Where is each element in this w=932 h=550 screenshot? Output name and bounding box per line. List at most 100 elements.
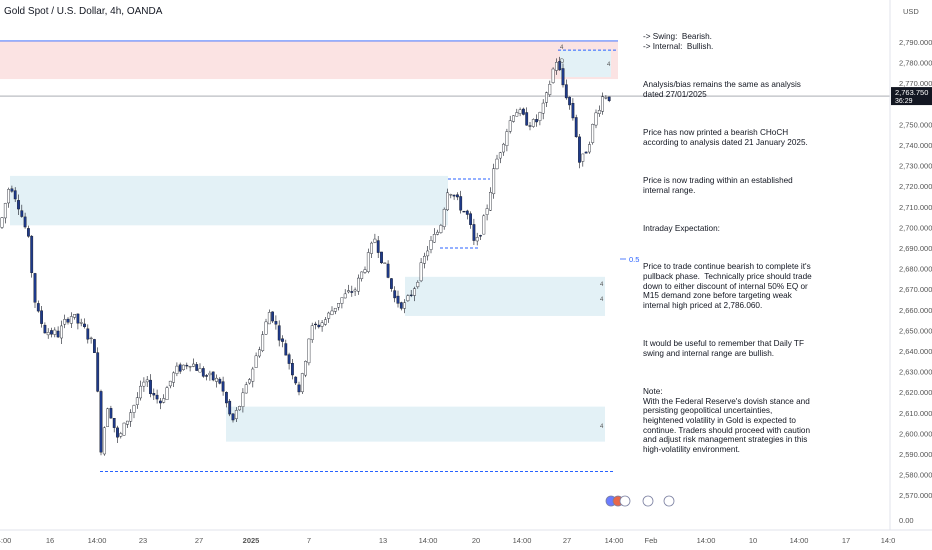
candle-body <box>152 392 156 396</box>
candle-92 <box>304 360 307 378</box>
candle-body <box>324 319 327 325</box>
candle-72 <box>238 405 241 411</box>
y-tick-label: 2,710.000 <box>899 203 932 212</box>
countdown-label: 36:29 <box>895 98 913 105</box>
candle-body <box>17 200 20 210</box>
x-tick-label: 20 <box>472 536 480 545</box>
candle-body <box>525 112 529 126</box>
candle-body <box>201 368 205 377</box>
candle-162 <box>535 114 539 127</box>
candle-123 <box>406 294 410 302</box>
current-price-label: 2,763.750 <box>895 88 928 97</box>
candle-74 <box>244 381 248 394</box>
candle-24 <box>79 318 83 327</box>
candle-174 <box>574 114 578 138</box>
x-tick-label: 14:00 <box>697 536 716 545</box>
candle-body <box>399 302 403 309</box>
candle-73 <box>241 388 245 413</box>
candle-body <box>185 364 189 367</box>
candle-body <box>46 332 50 336</box>
candle-101 <box>333 307 337 315</box>
zone-label-4: 4 <box>600 297 604 303</box>
y-tick-label: 2,680.000 <box>899 265 932 274</box>
candle-89 <box>294 376 298 386</box>
candle-146 <box>482 214 486 235</box>
candle-134 <box>442 207 446 230</box>
zone-demand-3 <box>405 276 605 316</box>
candle-167 <box>551 67 555 84</box>
candle-25 <box>83 318 86 329</box>
candle-6 <box>20 204 24 218</box>
candle-body <box>307 338 311 364</box>
candle-22 <box>73 314 77 320</box>
candle-body <box>380 251 383 264</box>
candle-body <box>449 194 453 196</box>
candle-163 <box>538 111 542 126</box>
candle-body <box>281 338 284 342</box>
candle-body <box>472 224 476 241</box>
candle-152 <box>502 142 505 156</box>
candle-body <box>224 392 228 404</box>
event-flag-icon <box>642 495 654 507</box>
candle-54 <box>178 362 182 374</box>
candle-body <box>535 119 539 123</box>
candle-body <box>208 372 212 376</box>
candle-body <box>63 319 67 325</box>
candle-body <box>7 189 11 204</box>
candle-94 <box>310 322 314 343</box>
candle-120 <box>396 290 400 308</box>
candle-body <box>330 310 334 315</box>
candle-40 <box>132 404 136 419</box>
candle-body <box>238 406 241 411</box>
candle-171 <box>564 79 568 100</box>
candle-body <box>502 143 505 153</box>
zone-label-4: 4 <box>600 424 604 430</box>
candle-body <box>27 228 30 237</box>
candle-body <box>86 328 90 340</box>
y-tick-label: 2,640.000 <box>899 347 932 356</box>
candle-114 <box>376 235 380 258</box>
candle-141 <box>465 209 469 220</box>
y-tick-label: 2,660.000 <box>899 306 932 315</box>
candle-23 <box>76 313 80 330</box>
candle-10 <box>33 272 37 309</box>
candle-body <box>591 124 595 143</box>
candle-body <box>518 109 522 114</box>
candle-body <box>3 203 7 219</box>
candle-57 <box>188 365 192 372</box>
candle-88 <box>291 358 294 380</box>
candle-135 <box>446 188 449 211</box>
candle-body <box>479 235 482 237</box>
candle-26 <box>86 324 90 344</box>
time-axis: 4:00 16 14:00 23 27 2025 7 13 14:00 20 14:00 27 14:0… <box>0 529 932 545</box>
candle-148 <box>489 187 492 212</box>
chart-title: Gold Spot / U.S. Dollar, 4h, OANDA <box>4 6 163 17</box>
candle-body <box>551 68 555 83</box>
candle-body <box>370 242 373 254</box>
candle-body <box>495 158 499 170</box>
candle-69 <box>228 399 232 417</box>
candle-body <box>267 312 271 325</box>
candle-body <box>508 120 512 132</box>
candle-body <box>178 364 182 372</box>
y-tick-label: 2,790.000 <box>899 38 932 47</box>
candle-79 <box>261 331 265 353</box>
candle-body <box>515 112 519 117</box>
candle-body <box>40 310 44 324</box>
candle-183 <box>604 95 608 100</box>
candle-97 <box>320 319 324 332</box>
candle-body <box>350 291 354 293</box>
candle-48 <box>158 398 162 410</box>
candle-body <box>475 237 479 242</box>
x-tick-label: 14:00 <box>88 536 107 545</box>
candle-143 <box>472 218 476 246</box>
candle-66 <box>218 377 222 385</box>
candle-166 <box>548 80 552 97</box>
candle-43 <box>142 377 146 392</box>
candle-96 <box>317 320 321 329</box>
candle-106 <box>350 285 354 297</box>
candle-51 <box>168 380 172 389</box>
candle-105 <box>347 284 350 294</box>
y-tick-label: 2,780.000 <box>899 59 932 68</box>
